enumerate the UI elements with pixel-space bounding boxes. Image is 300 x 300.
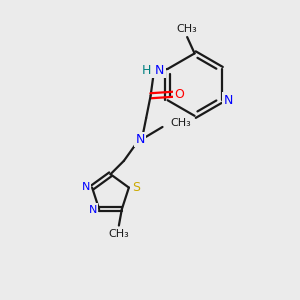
Text: N: N — [155, 64, 164, 77]
Text: N: N — [81, 182, 90, 192]
Text: N: N — [136, 133, 145, 146]
Text: CH₃: CH₃ — [177, 24, 197, 34]
Text: CH₃: CH₃ — [171, 118, 192, 128]
Text: CH₃: CH₃ — [109, 230, 129, 239]
Text: N: N — [88, 205, 97, 215]
Text: N: N — [224, 94, 233, 107]
Text: H: H — [142, 64, 151, 77]
Text: S: S — [132, 181, 140, 194]
Text: O: O — [175, 88, 184, 101]
